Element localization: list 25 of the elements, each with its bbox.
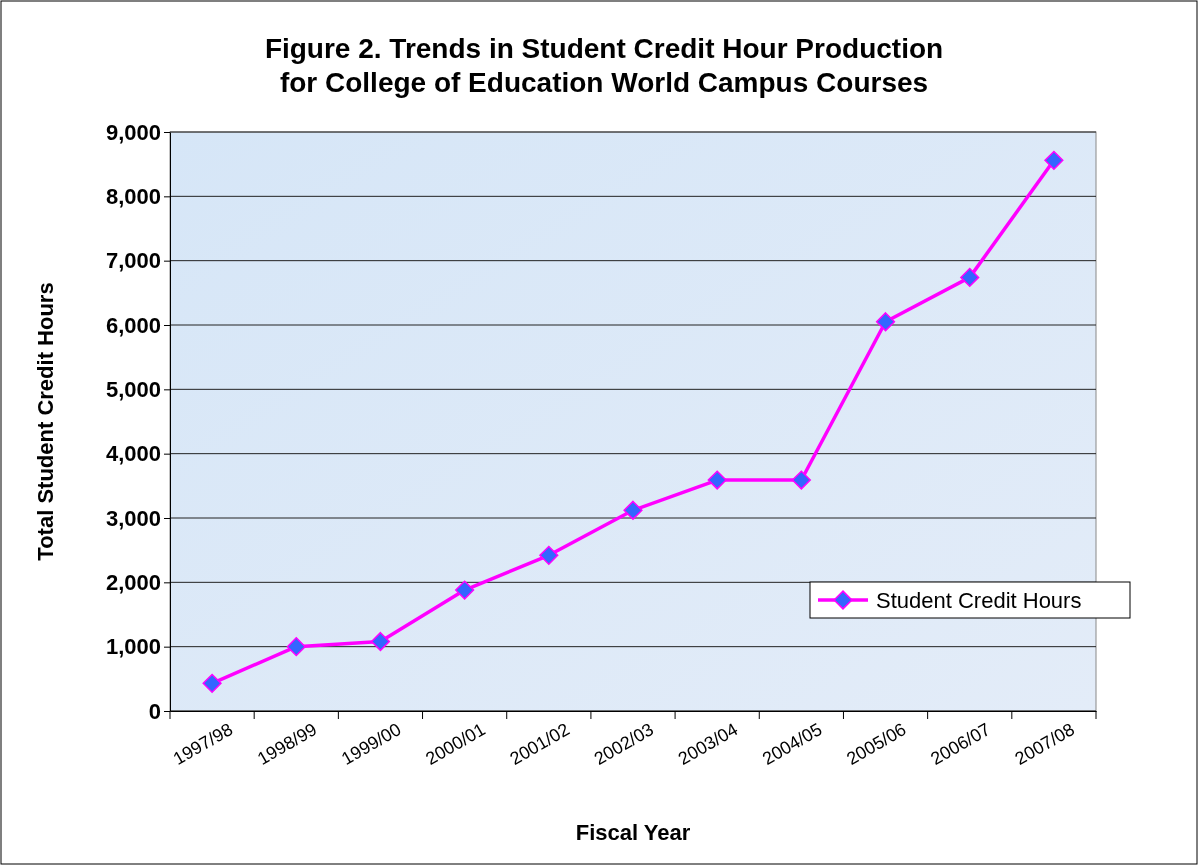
y-tick-label: 8,000 — [105, 183, 161, 209]
point — [960, 267, 980, 287]
point — [707, 470, 727, 490]
point — [875, 312, 896, 332]
point — [539, 545, 559, 565]
point — [455, 580, 475, 600]
y-tick-label: 9,000 — [105, 119, 161, 145]
point — [623, 500, 643, 520]
y-tick-label: 0 — [148, 698, 161, 724]
point — [791, 470, 811, 490]
y-tick-label: 3,000 — [105, 505, 161, 531]
legend-label: Student Credit Hours — [876, 588, 1082, 613]
point — [286, 637, 306, 657]
point — [202, 673, 222, 693]
y-tick-label: 2,000 — [105, 569, 161, 595]
point — [370, 631, 391, 652]
y-tick-label: 7,000 — [105, 248, 161, 274]
chart-title: Figure 2. Trends in Student Credit Hour Production for College of Education World Campus Courses — [264, 33, 944, 98]
y-tick-label: 6,000 — [105, 312, 161, 338]
y-tick-label: 5,000 — [105, 376, 161, 402]
point — [1044, 150, 1064, 170]
y-tick-label: 1,000 — [105, 634, 161, 660]
y-axis-title: Total Student Credit Hours — [33, 282, 58, 561]
x-axis-title: Fiscal Year — [575, 820, 691, 845]
y-tick-label: 4,000 — [105, 441, 161, 467]
